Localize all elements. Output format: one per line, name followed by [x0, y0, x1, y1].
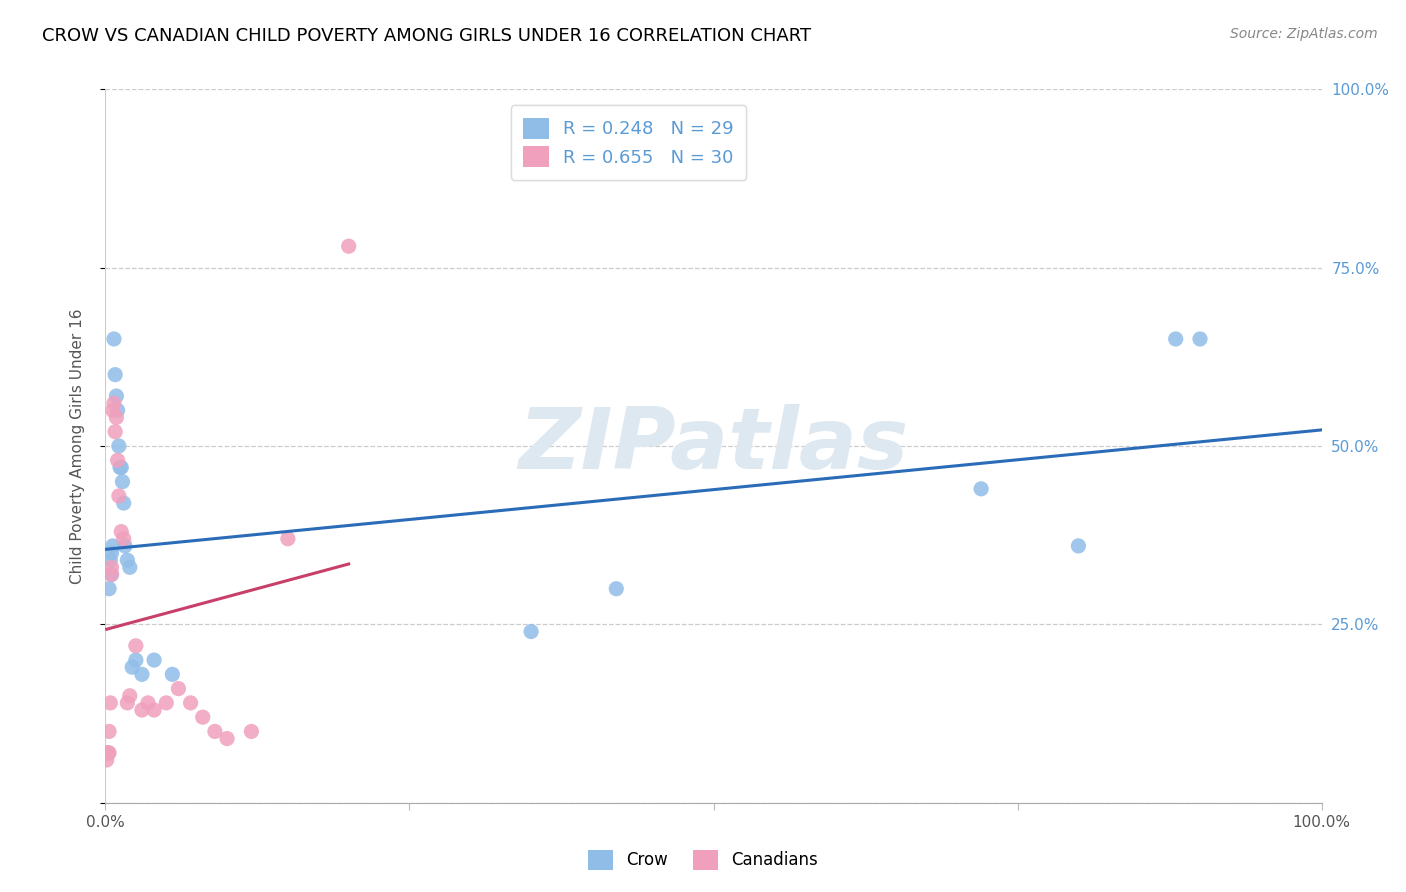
Point — [155, 696, 177, 710]
Point — [337, 239, 360, 253]
Point — [108, 439, 131, 453]
Text: CROW VS CANADIAN CHILD POVERTY AMONG GIRLS UNDER 16 CORRELATION CHART: CROW VS CANADIAN CHILD POVERTY AMONG GIR… — [42, 27, 811, 45]
Point — [605, 582, 627, 596]
Point — [277, 532, 299, 546]
Point — [131, 703, 153, 717]
Point — [104, 425, 127, 439]
Point — [107, 453, 129, 467]
Point — [191, 710, 214, 724]
Point — [117, 696, 139, 710]
Point — [112, 532, 135, 546]
Point — [98, 582, 121, 596]
Y-axis label: Child Poverty Among Girls Under 16: Child Poverty Among Girls Under 16 — [70, 309, 84, 583]
Point — [104, 368, 127, 382]
Point — [98, 553, 121, 567]
Point — [98, 724, 121, 739]
Point — [107, 403, 129, 417]
Point — [112, 496, 135, 510]
Point — [1164, 332, 1187, 346]
Point — [1067, 539, 1090, 553]
Point — [240, 724, 263, 739]
Point — [143, 703, 166, 717]
Point — [110, 524, 132, 539]
Point — [118, 689, 141, 703]
Point — [125, 653, 148, 667]
Point — [118, 560, 141, 574]
Point — [96, 753, 118, 767]
Text: Source: ZipAtlas.com: Source: ZipAtlas.com — [1230, 27, 1378, 41]
Point — [110, 460, 132, 475]
Legend: R = 0.248   N = 29, R = 0.655   N = 30: R = 0.248 N = 29, R = 0.655 N = 30 — [510, 105, 747, 179]
Point — [100, 546, 122, 560]
Point — [217, 731, 239, 746]
Point — [114, 539, 136, 553]
Point — [970, 482, 993, 496]
Point — [101, 539, 124, 553]
Point — [204, 724, 226, 739]
Point — [1189, 332, 1212, 346]
Point — [121, 660, 143, 674]
Point — [103, 332, 125, 346]
Point — [101, 403, 124, 417]
Point — [100, 560, 122, 574]
Point — [520, 624, 543, 639]
Point — [117, 553, 139, 567]
Point — [97, 746, 120, 760]
Point — [103, 396, 125, 410]
Point — [162, 667, 184, 681]
Legend: Crow, Canadians: Crow, Canadians — [581, 843, 825, 877]
Point — [136, 696, 159, 710]
Point — [143, 653, 166, 667]
Point — [131, 667, 153, 681]
Point — [108, 489, 131, 503]
Point — [105, 389, 128, 403]
Point — [105, 410, 128, 425]
Point — [100, 567, 122, 582]
Point — [108, 460, 131, 475]
Point — [98, 746, 121, 760]
Point — [100, 567, 122, 582]
Point — [97, 746, 120, 760]
Point — [167, 681, 190, 696]
Text: ZIPatlas: ZIPatlas — [519, 404, 908, 488]
Point — [98, 696, 121, 710]
Point — [111, 475, 134, 489]
Point — [180, 696, 202, 710]
Point — [125, 639, 148, 653]
